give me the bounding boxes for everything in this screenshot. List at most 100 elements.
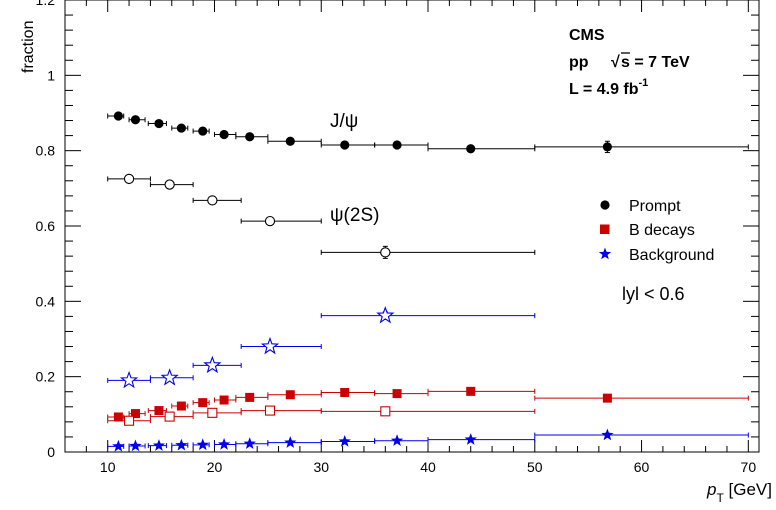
- marker-square-open: [164, 411, 175, 422]
- marker-circle-open: [123, 173, 135, 185]
- series-psi2s-b-decays: [107, 405, 536, 426]
- marker-circle-open: [164, 179, 175, 190]
- marker-circle: [176, 123, 186, 133]
- x-tick-label: 60: [634, 459, 650, 475]
- data-point-jpsi-background: [213, 437, 237, 450]
- data-point-psi2s-background: [240, 336, 322, 355]
- data-point-jpsi-background: [147, 439, 167, 451]
- energy-label: s = 7 TeV: [621, 54, 690, 71]
- marker-square: [154, 406, 164, 416]
- data-point-psi2s-prompt: [192, 195, 242, 206]
- marker-circle: [198, 126, 208, 136]
- y-axis-title: fraction: [20, 21, 37, 73]
- x-tick-label: 30: [313, 459, 329, 475]
- data-series-layer: [107, 111, 749, 452]
- legend-entry-b-decays: B decays: [600, 222, 695, 239]
- y-tick-label: 0: [47, 444, 55, 460]
- data-point-jpsi-background: [427, 433, 536, 445]
- legend-label-b-decays: B decays: [629, 222, 695, 239]
- data-point-psi2s-background: [192, 355, 242, 374]
- data-point-jpsi-prompt: [320, 140, 376, 150]
- series-psi2s-background: [107, 306, 536, 389]
- data-point-jpsi-b-decays: [235, 392, 269, 402]
- data-point-jpsi-b-decays: [213, 395, 237, 405]
- series-jpsi-background: [107, 428, 749, 452]
- data-point-psi2s-background: [320, 306, 536, 324]
- x-axis-title: pT [GeV]: [706, 480, 772, 505]
- data-point-jpsi-b-decays: [107, 412, 125, 422]
- marker-star-open: [160, 368, 179, 386]
- data-point-jpsi-b-decays: [267, 390, 322, 400]
- data-point-jpsi-prompt: [171, 123, 189, 133]
- data-point-jpsi-b-decays: [534, 393, 749, 403]
- legend-label-background: Background: [629, 247, 714, 264]
- legend-marker-b-decays: [600, 224, 610, 234]
- data-point-jpsi-background: [128, 439, 146, 452]
- marker-star: [129, 439, 142, 452]
- marker-circle-open: [207, 195, 218, 206]
- legend-marker-background: [598, 247, 612, 260]
- data-point-psi2s-b-decays: [149, 411, 194, 422]
- data-point-jpsi-prompt: [147, 118, 167, 129]
- marker-square: [392, 389, 402, 399]
- x-tick-label: 50: [527, 459, 543, 475]
- y-tick-label: 0.6: [36, 218, 56, 234]
- y-tick-label: 1: [47, 67, 55, 83]
- marker-star: [390, 434, 404, 446]
- marker-square-open: [124, 415, 135, 426]
- data-point-jpsi-b-decays: [128, 409, 146, 419]
- marker-star: [196, 438, 209, 451]
- data-point-psi2s-prompt: [149, 179, 194, 190]
- data-point-psi2s-b-decays: [107, 415, 151, 426]
- series-psi2s-prompt: [107, 173, 536, 259]
- marker-star-open: [260, 336, 280, 355]
- marker-circle: [466, 144, 476, 154]
- marker-star: [284, 436, 297, 448]
- marker-circle-open: [264, 215, 276, 227]
- data-point-psi2s-prompt: [240, 215, 322, 227]
- x-tick-label: 40: [420, 459, 436, 475]
- marker-square: [245, 392, 255, 402]
- marker-star: [464, 433, 477, 445]
- y-tick-label: 0.8: [36, 143, 56, 159]
- data-point-jpsi-background: [534, 428, 749, 441]
- rapidity-cut-label: lyl < 0.6: [622, 284, 685, 304]
- data-point-jpsi-background: [107, 439, 125, 452]
- marker-square: [602, 393, 612, 403]
- marker-square-open: [380, 406, 391, 417]
- data-point-jpsi-b-decays: [320, 387, 376, 397]
- data-point-psi2s-b-decays: [320, 406, 536, 417]
- data-point-jpsi-prompt: [534, 140, 749, 154]
- marker-square-open: [207, 407, 218, 418]
- x-axis-title-unit: [GeV]: [724, 480, 772, 499]
- marker-circle: [245, 132, 255, 142]
- data-point-psi2s-prompt: [320, 245, 536, 259]
- data-point-jpsi-prompt: [213, 129, 237, 140]
- data-point-psi2s-b-decays: [192, 407, 242, 418]
- marker-circle: [154, 118, 164, 129]
- legend-marker-prompt: [600, 200, 610, 210]
- x-tick-label: 10: [100, 459, 116, 475]
- data-point-jpsi-b-decays: [427, 386, 536, 396]
- marker-square-open: [264, 405, 276, 416]
- experiment-label: CMS: [569, 27, 605, 44]
- marker-square: [113, 412, 123, 422]
- psi2s-label: ψ(2S): [330, 205, 379, 226]
- axis-ticks-layer: 10 20 30 40 50 60 70 0 0.2 0.4 0.6 0.8 1 1.2: [36, 0, 759, 475]
- marker-circle: [130, 115, 141, 125]
- data-point-jpsi-background: [320, 434, 376, 447]
- series-jpsi-prompt: [107, 111, 749, 154]
- marker-circle: [602, 142, 612, 152]
- marker-star: [338, 434, 351, 447]
- data-point-psi2s-background: [149, 368, 194, 386]
- x-tick-label: 70: [741, 459, 757, 475]
- luminosity-exponent: -1: [639, 77, 649, 89]
- marker-star: [243, 437, 256, 449]
- marker-square: [285, 390, 295, 400]
- data-point-jpsi-prompt: [128, 115, 146, 125]
- marker-square: [340, 387, 350, 397]
- y-tick-label: 0.2: [36, 369, 56, 385]
- legend: Prompt B decays Background: [598, 198, 714, 264]
- x-tick-label: 20: [207, 459, 223, 475]
